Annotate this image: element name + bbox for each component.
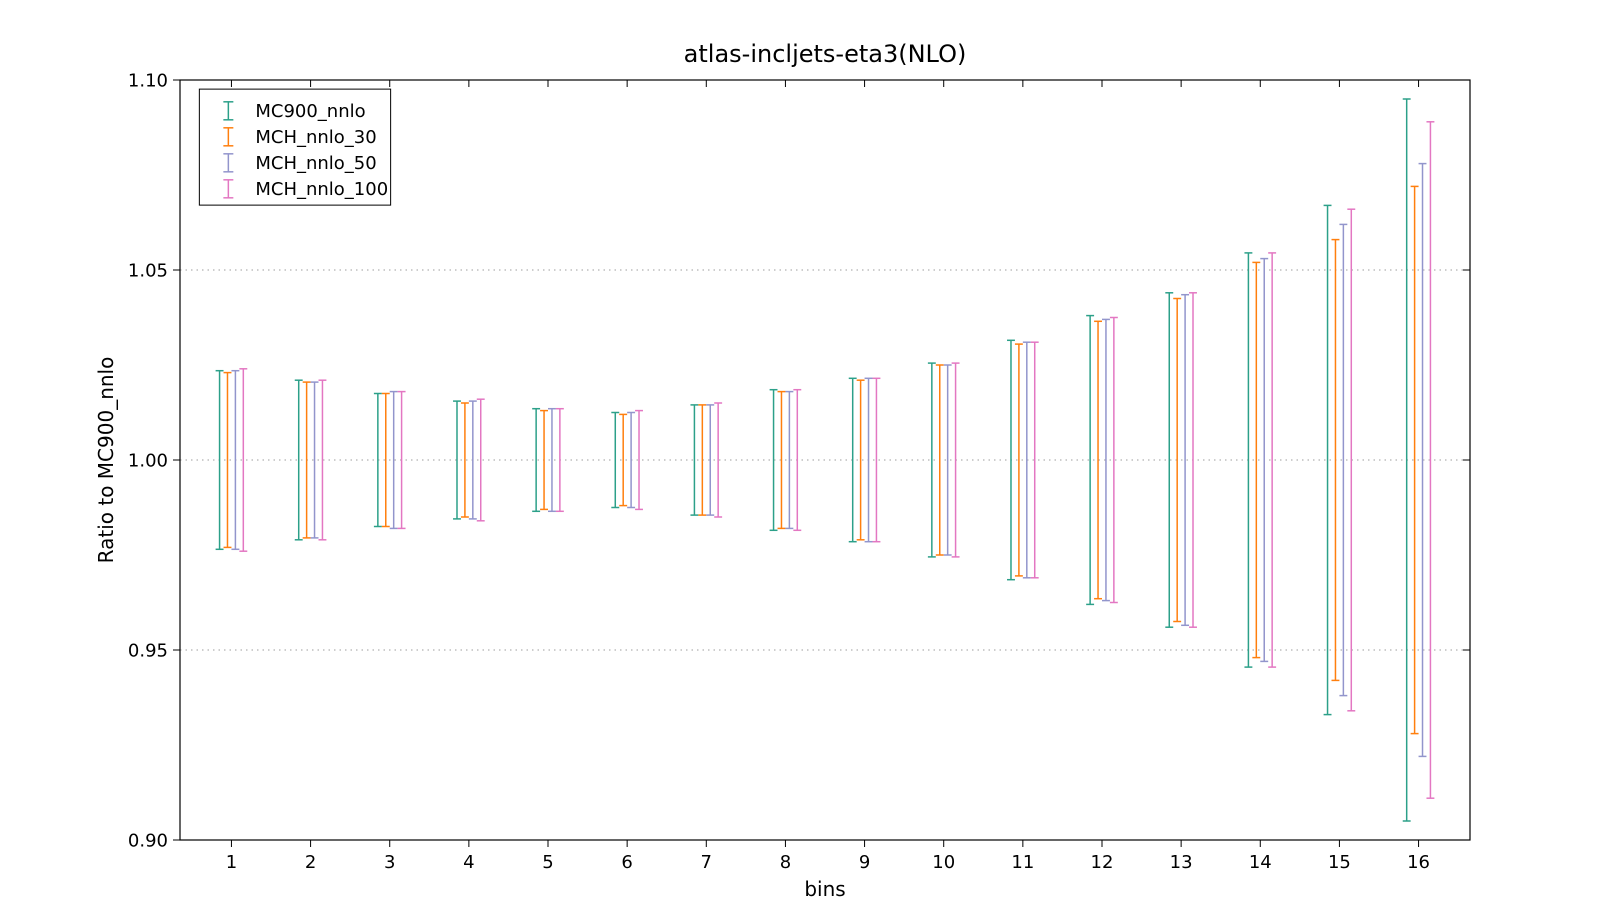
chart-title: atlas-incljets-eta3(NLO) [684,40,967,68]
xtick-label: 7 [701,852,712,873]
xtick-label: 9 [859,852,870,873]
ytick-label: 1.10 [128,70,168,91]
chart-container: 123456789101112131415160.900.951.001.051… [0,0,1600,900]
xtick-label: 2 [305,852,316,873]
legend-label: MC900_nnlo [255,101,365,122]
ytick-label: 0.95 [128,640,168,661]
xtick-label: 13 [1170,852,1193,873]
xtick-label: 10 [932,852,955,873]
xtick-label: 16 [1407,852,1430,873]
legend-label: MCH_nnlo_100 [255,179,388,200]
xtick-label: 1 [226,852,237,873]
xtick-label: 3 [384,852,395,873]
xtick-label: 4 [463,852,474,873]
xtick-label: 11 [1011,852,1034,873]
xtick-label: 14 [1249,852,1272,873]
ytick-label: 1.00 [128,450,168,471]
errorbar-chart: 123456789101112131415160.900.951.001.051… [0,0,1600,900]
legend: MC900_nnlo MCH_nnlo_30 MCH_nnlo_50 MCH_nnlo… [199,89,390,205]
xtick-label: 6 [621,852,632,873]
y-axis-label: Ratio to MC900_nnlo [94,357,118,564]
x-axis-label: bins [804,877,845,900]
ytick-label: 1.05 [128,260,168,281]
xtick-label: 8 [780,852,791,873]
legend-label: MCH_nnlo_30 [255,127,376,148]
ytick-label: 0.90 [128,830,168,851]
xtick-label: 5 [542,852,553,873]
xtick-label: 15 [1328,852,1351,873]
legend-label: MCH_nnlo_50 [255,153,376,174]
xtick-label: 12 [1091,852,1114,873]
